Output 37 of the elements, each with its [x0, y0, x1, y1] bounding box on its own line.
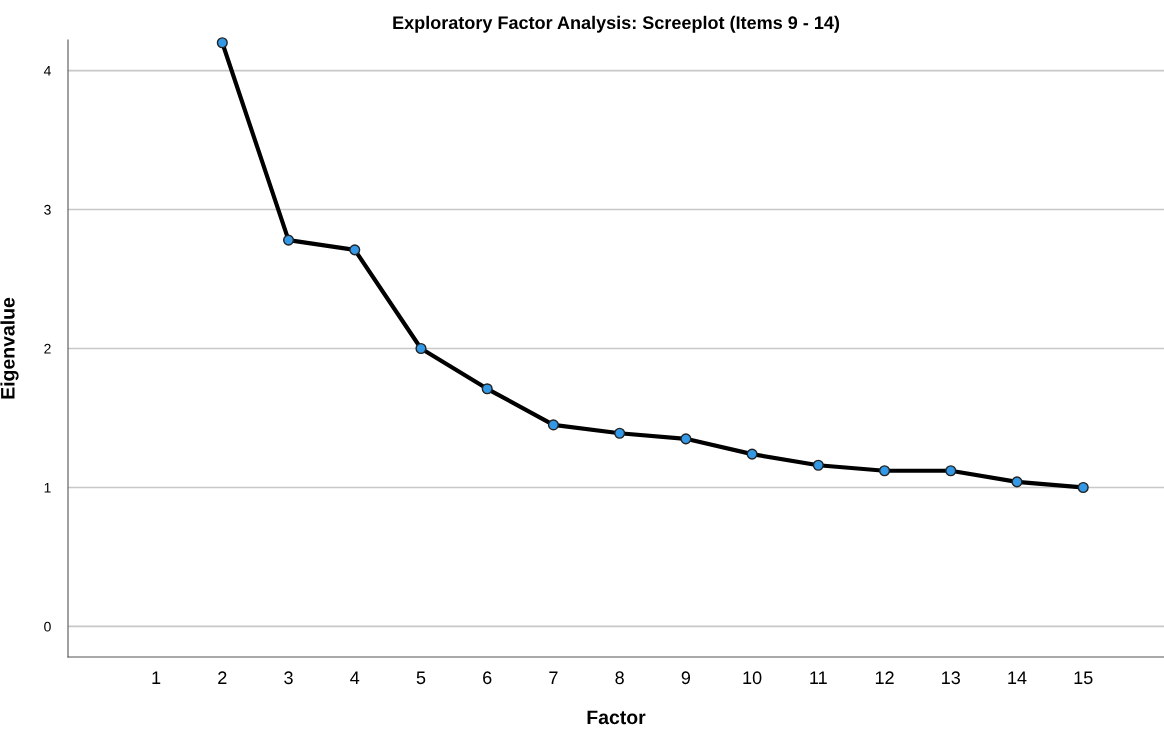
point [349, 244, 361, 256]
y-tick-label: 2 [44, 343, 51, 354]
y-tick-label: 3 [44, 204, 51, 215]
chart-title: Exploratory Factor Analysis: Screeplot (Items 9 - 14) [393, 15, 840, 33]
x-axis-title: Factor [587, 710, 646, 725]
point [614, 427, 626, 439]
point [547, 419, 559, 431]
point [680, 433, 692, 445]
y-tick-label: 1 [44, 482, 51, 493]
x-tick-label: 9 [681, 671, 691, 685]
point [415, 342, 427, 355]
point [812, 459, 824, 471]
y-tick-label: 0 [44, 621, 51, 632]
x-tick-label: 3 [284, 671, 293, 685]
point [282, 234, 295, 246]
point [1077, 481, 1089, 494]
x-tick-label: 11 [810, 671, 827, 684]
x-tick-label: 2 [218, 671, 227, 684]
point [746, 448, 758, 460]
x-tick-label: 1 [152, 671, 161, 684]
point [216, 37, 228, 49]
x-tick-label: 13 [942, 671, 961, 685]
x-tick-label: 8 [615, 671, 624, 685]
x-tick-label: 15 [1074, 671, 1093, 685]
x-tick-label: 6 [483, 671, 492, 685]
point [878, 465, 891, 477]
x-tick-label: 14 [1008, 671, 1027, 684]
y-axis-title: Eigenvalue [0, 297, 19, 399]
x-tick-label: 5 [416, 671, 426, 685]
point [481, 383, 493, 395]
point [945, 465, 957, 477]
x-tick-label: 4 [350, 671, 360, 684]
y-tick-label: 4 [43, 66, 51, 76]
x-tick-label: 10 [743, 671, 762, 685]
x-tick-label: 12 [875, 671, 894, 684]
point [1011, 476, 1023, 488]
x-tick-label: 7 [549, 671, 558, 684]
